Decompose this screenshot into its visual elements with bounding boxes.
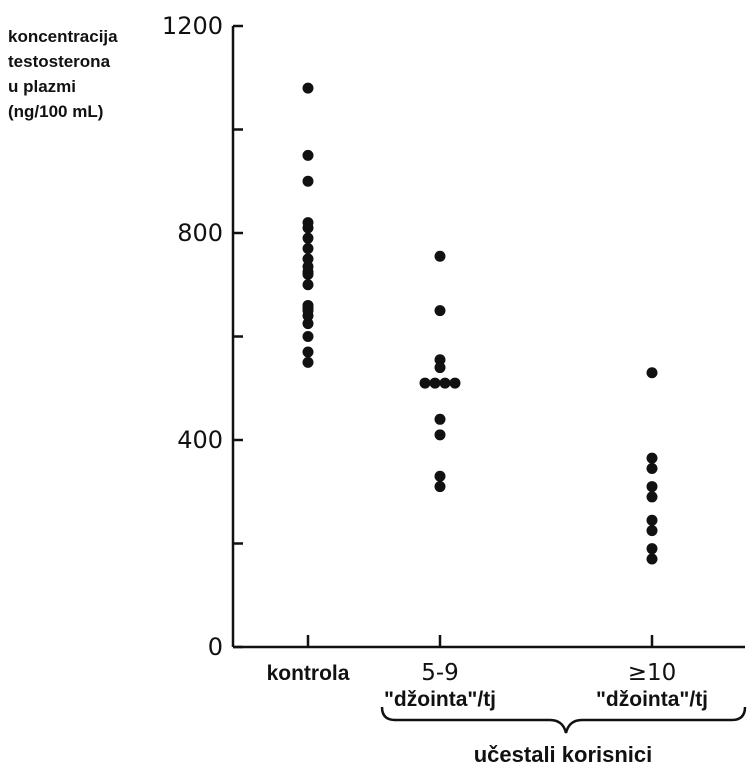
data-point: [646, 491, 658, 503]
data-point: [646, 481, 658, 493]
y-axis-label-line: testosterona: [8, 52, 111, 71]
category-labels: kontrola 5-9"džointa"/tj≥10"džointa"/tj: [267, 660, 708, 711]
data-point: [646, 553, 658, 565]
data-point: [419, 377, 431, 389]
category-label: "džointa"/tj: [384, 688, 496, 711]
data-point: [302, 318, 314, 330]
data-point: [302, 175, 314, 187]
data-point: [302, 222, 314, 234]
data-point: [302, 310, 314, 322]
y-tick-label: 0: [208, 633, 223, 661]
data-point: [302, 331, 314, 342]
data-point: [449, 377, 461, 389]
data-point: [429, 377, 441, 389]
data-point: [646, 514, 658, 526]
data-point: [434, 413, 446, 425]
data-point: [302, 149, 314, 161]
data-point: [302, 356, 314, 368]
y-axis-label-line: u plazmi: [8, 77, 76, 96]
data-point: [434, 305, 446, 317]
y-axis-label-line: (ng/100 mL): [8, 102, 103, 121]
data-point: [434, 354, 446, 366]
data-point: [302, 268, 314, 280]
data-point: [646, 525, 658, 537]
data-point: [439, 377, 451, 389]
data-point: [302, 253, 314, 265]
category-label: ≥10: [628, 660, 677, 686]
data-point: [646, 452, 658, 464]
group-brace: [380, 706, 747, 734]
y-axis-ticks: 1200 800 400 0: [162, 12, 243, 661]
data-point: [302, 243, 314, 255]
group-label: učestali korisnici: [474, 742, 653, 767]
data-point: [434, 470, 446, 482]
data-point: [434, 429, 446, 441]
data-point: [434, 362, 446, 374]
x-axis-ticks: [306, 635, 654, 647]
data-point: [434, 481, 446, 493]
data-point: [302, 232, 314, 244]
y-tick-label: 400: [177, 426, 223, 454]
category-label: kontrola: [267, 662, 350, 685]
category-label: "džointa"/tj: [596, 688, 708, 711]
data-point: [302, 346, 314, 358]
data-point: [646, 367, 658, 379]
y-tick-label: 800: [177, 219, 223, 247]
data-point: [302, 82, 314, 94]
data-point: [434, 250, 446, 262]
y-axis-label-line: koncentracija: [8, 27, 118, 46]
y-axis-label: koncentracija testosterona u plazmi (ng/…: [8, 27, 118, 121]
data-point: [646, 462, 658, 474]
data-points: [302, 82, 658, 565]
y-tick-label: 1200: [162, 12, 223, 40]
data-point: [302, 279, 314, 291]
data-point: [646, 543, 658, 555]
category-label: 5-9: [421, 660, 459, 686]
